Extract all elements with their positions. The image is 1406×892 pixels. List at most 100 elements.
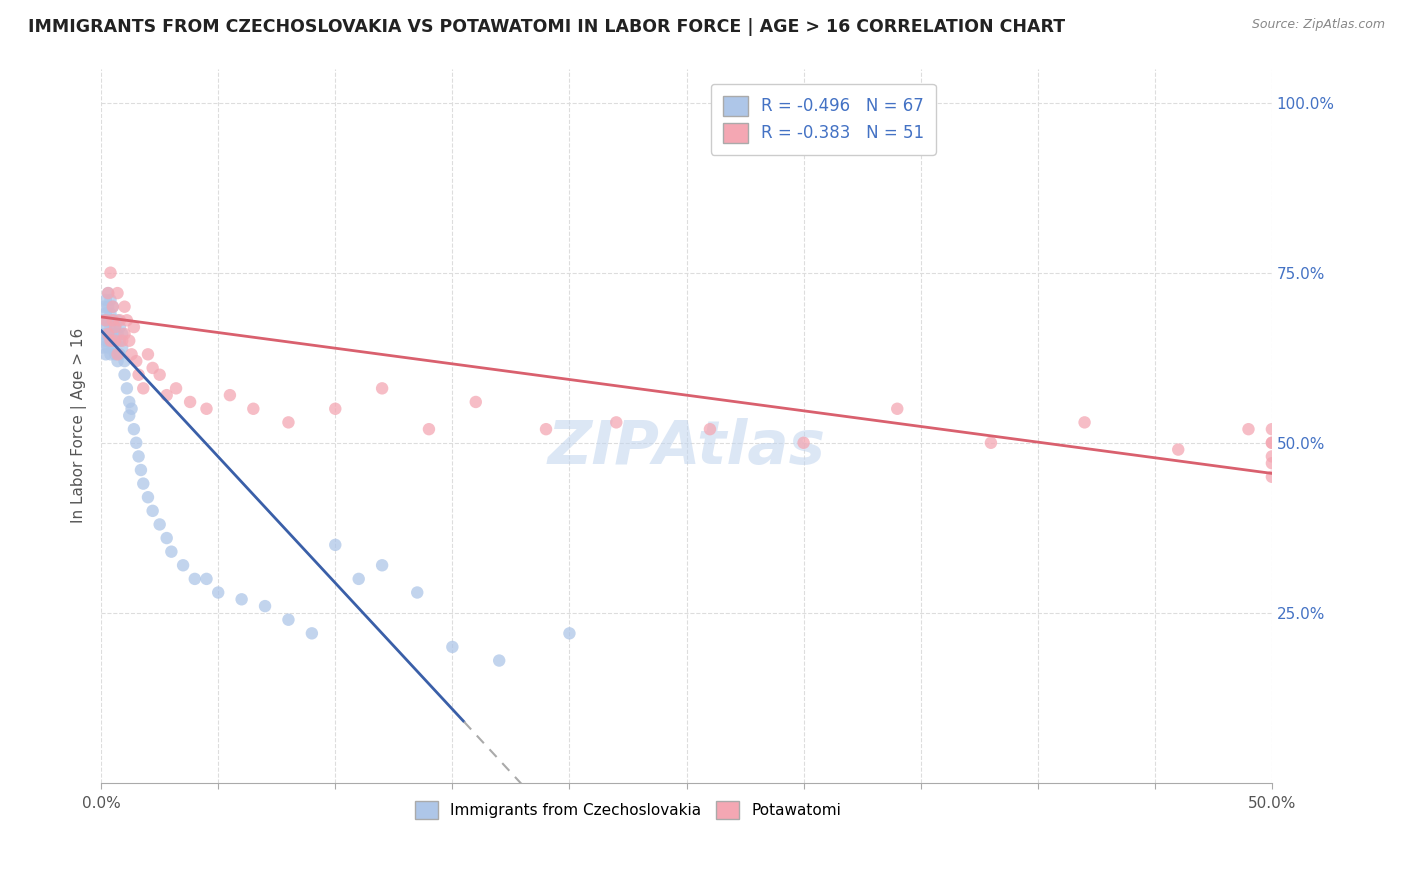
Point bbox=[101, 300, 124, 314]
Point bbox=[101, 326, 124, 341]
Point bbox=[323, 401, 346, 416]
Point bbox=[1073, 416, 1095, 430]
Point bbox=[108, 320, 131, 334]
Point bbox=[371, 558, 394, 573]
Point bbox=[231, 592, 253, 607]
Point bbox=[118, 334, 141, 348]
Point bbox=[94, 293, 117, 307]
Point bbox=[242, 401, 264, 416]
Point bbox=[108, 313, 131, 327]
Point bbox=[156, 388, 179, 402]
Point bbox=[104, 320, 127, 334]
Point bbox=[165, 381, 187, 395]
Legend: Immigrants from Czechoslovakia, Potawatomi: Immigrants from Czechoslovakia, Potawato… bbox=[409, 795, 848, 825]
Point bbox=[107, 326, 129, 341]
Point bbox=[132, 476, 155, 491]
Point bbox=[371, 381, 394, 395]
Point bbox=[219, 388, 242, 402]
Point bbox=[129, 463, 152, 477]
Point bbox=[108, 334, 131, 348]
Point bbox=[97, 334, 120, 348]
Point bbox=[100, 306, 122, 320]
Point bbox=[101, 341, 124, 355]
Point bbox=[1261, 435, 1284, 450]
Point bbox=[886, 401, 908, 416]
Point bbox=[121, 401, 143, 416]
Point bbox=[111, 326, 134, 341]
Point bbox=[97, 300, 120, 314]
Point bbox=[104, 320, 127, 334]
Point bbox=[97, 286, 120, 301]
Point bbox=[142, 504, 165, 518]
Point bbox=[1167, 442, 1189, 457]
Point bbox=[118, 395, 141, 409]
Point bbox=[115, 381, 138, 395]
Point bbox=[100, 293, 122, 307]
Point bbox=[93, 326, 115, 341]
Point bbox=[104, 334, 127, 348]
Point bbox=[1261, 435, 1284, 450]
Point bbox=[93, 300, 115, 314]
Point bbox=[1237, 422, 1260, 436]
Point bbox=[558, 626, 581, 640]
Point bbox=[100, 334, 122, 348]
Point bbox=[149, 368, 172, 382]
Point bbox=[111, 341, 134, 355]
Point bbox=[97, 313, 120, 327]
Point bbox=[108, 347, 131, 361]
Point bbox=[207, 585, 229, 599]
Point bbox=[128, 368, 150, 382]
Point bbox=[104, 347, 127, 361]
Point bbox=[254, 599, 277, 613]
Point bbox=[101, 313, 124, 327]
Point bbox=[136, 490, 159, 504]
Point bbox=[277, 613, 299, 627]
Point bbox=[128, 450, 150, 464]
Y-axis label: In Labor Force | Age > 16: In Labor Force | Age > 16 bbox=[72, 328, 87, 524]
Text: ZIPAtlas: ZIPAtlas bbox=[547, 417, 825, 476]
Point bbox=[1261, 456, 1284, 470]
Point bbox=[156, 531, 179, 545]
Point bbox=[195, 572, 218, 586]
Point bbox=[118, 409, 141, 423]
Point bbox=[94, 306, 117, 320]
Point bbox=[101, 313, 124, 327]
Point bbox=[699, 422, 721, 436]
Point bbox=[100, 266, 122, 280]
Point bbox=[97, 341, 120, 355]
Point bbox=[101, 300, 124, 314]
Point bbox=[184, 572, 207, 586]
Point bbox=[406, 585, 429, 599]
Point bbox=[107, 347, 129, 361]
Point bbox=[114, 368, 136, 382]
Point bbox=[125, 354, 148, 368]
Point bbox=[122, 422, 145, 436]
Point bbox=[149, 517, 172, 532]
Point bbox=[94, 334, 117, 348]
Point bbox=[97, 326, 120, 341]
Point bbox=[195, 401, 218, 416]
Point bbox=[136, 347, 159, 361]
Point bbox=[100, 326, 122, 341]
Point bbox=[100, 347, 122, 361]
Point bbox=[93, 313, 115, 327]
Point bbox=[94, 320, 117, 334]
Point bbox=[100, 320, 122, 334]
Point bbox=[441, 640, 464, 654]
Point bbox=[114, 326, 136, 341]
Point bbox=[418, 422, 440, 436]
Point bbox=[160, 544, 183, 558]
Point bbox=[100, 334, 122, 348]
Point bbox=[179, 395, 201, 409]
Point bbox=[122, 320, 145, 334]
Point bbox=[114, 354, 136, 368]
Point bbox=[94, 313, 117, 327]
Point bbox=[142, 360, 165, 375]
Point bbox=[605, 416, 627, 430]
Point bbox=[104, 334, 127, 348]
Point bbox=[323, 538, 346, 552]
Text: IMMIGRANTS FROM CZECHOSLOVAKIA VS POTAWATOMI IN LABOR FORCE | AGE > 16 CORRELATI: IMMIGRANTS FROM CZECHOSLOVAKIA VS POTAWA… bbox=[28, 18, 1066, 36]
Point bbox=[488, 654, 510, 668]
Point bbox=[111, 334, 134, 348]
Point bbox=[793, 435, 815, 450]
